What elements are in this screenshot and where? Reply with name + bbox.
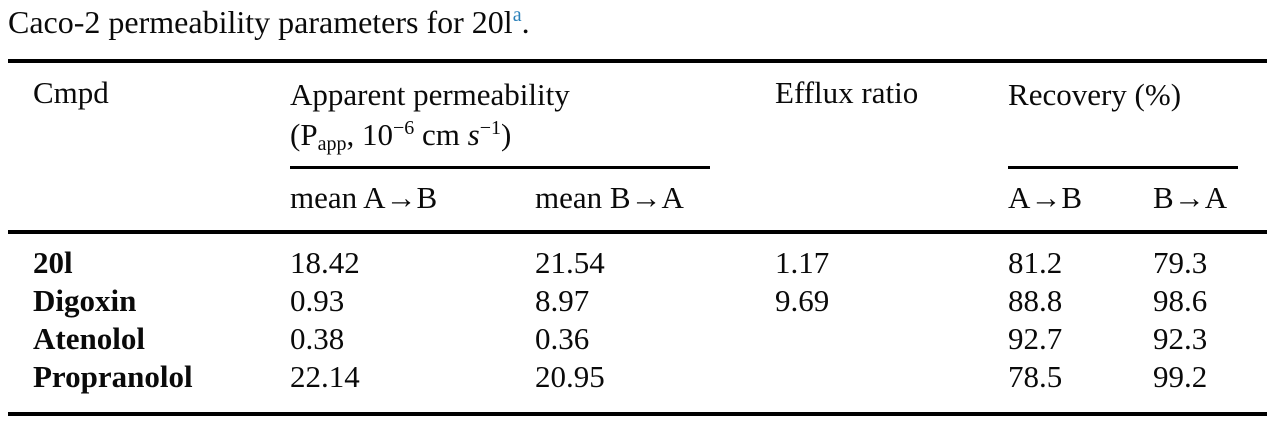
cell-recovery-a-to-b: 88.8: [1008, 283, 1063, 318]
apparent-permeability-spanner-rule: [290, 166, 711, 169]
col-header-mean-a-to-b: mean A→B: [290, 180, 438, 215]
cell-recovery-b-to-a: 79.3: [1153, 230, 1268, 282]
cell-cmpd: 20l: [8, 230, 290, 282]
papp-units-base: , 10: [346, 117, 393, 152]
papp-units-s: s: [467, 117, 480, 152]
cell-recovery-b-to-a: 92.3: [1153, 321, 1208, 356]
col-header-apparent-permeability: Apparent permeability (Papp, 10−6 cm s−1…: [290, 61, 775, 169]
cell-recovery-a-to-b: 81.2: [1008, 230, 1154, 282]
table-row: Atenolol 0.38 0.36 92.7 92.3: [8, 320, 1267, 358]
table-row: 20l 18.42 21.54 1.17 81.2 79.3: [8, 230, 1268, 282]
col-header-recovery-b-to-a: B→A: [1153, 180, 1228, 215]
cell-cmpd: Propranolol: [33, 359, 193, 394]
cell-recovery-a-to-b: 78.5: [1008, 359, 1063, 394]
apparent-permeability-label: Apparent permeability (Papp, 10−6 cm s−1…: [290, 75, 775, 155]
cell-papp-mean-b-to-a: 20.95: [535, 359, 605, 394]
col-header-recovery: Recovery (%): [1008, 61, 1267, 169]
col-header-cmpd: Cmpd: [33, 75, 109, 110]
col-header-efflux-ratio: Efflux ratio: [775, 75, 919, 110]
papp-units: (Papp, 10−6 cm s−1): [290, 117, 512, 155]
recovery-spanner-rule: [1008, 166, 1239, 169]
cell-papp-mean-a-to-b: 0.93: [290, 283, 345, 318]
papp-units-open: (P: [290, 117, 318, 152]
header-row-groups: Cmpd Apparent permeability (Papp, 10−6 c…: [8, 61, 1267, 169]
papp-subscript: app: [317, 133, 347, 155]
recovery-title: Recovery (%): [1008, 77, 1182, 112]
cell-recovery-a-to-b: 92.7: [1008, 321, 1063, 356]
papp-units-cm: cm: [414, 117, 468, 152]
cell-efflux-ratio: [775, 358, 1008, 414]
footnote-marker-a[interactable]: a: [512, 4, 522, 26]
cell-papp-mean-a-to-b: 0.38: [290, 321, 345, 356]
cell-papp-mean-b-to-a: 8.97: [535, 283, 590, 318]
col-header-recovery-a-to-b: A→B: [1008, 180, 1083, 215]
col-header-mean-b-to-a: mean B→A: [535, 180, 684, 215]
caco2-permeability-table: Cmpd Apparent permeability (Papp, 10−6 c…: [8, 59, 1268, 416]
cell-cmpd: Digoxin: [33, 283, 137, 318]
cell-recovery-b-to-a: 99.2: [1153, 359, 1208, 394]
table-caption-text: Caco-2 permeability parameters for 20l: [8, 4, 513, 40]
recovery-label: Recovery (%): [1008, 75, 1267, 115]
cell-efflux-ratio: [775, 320, 1008, 358]
papp-exponent-1: −6: [392, 117, 415, 139]
table-caption-period: .: [521, 4, 530, 40]
header-row-subcolumns: mean A→B mean B→A A→B B→A: [8, 169, 1267, 232]
papp-units-close: ): [500, 117, 512, 152]
table-caption: Caco-2 permeability parameters for 20la.: [8, 0, 530, 44]
cell-papp-mean-a-to-b: 18.42: [290, 230, 535, 282]
cell-papp-mean-a-to-b: 22.14: [290, 359, 360, 394]
cell-papp-mean-b-to-a: 21.54: [535, 230, 776, 282]
table-row: Propranolol 22.14 20.95 78.5 99.2: [8, 358, 1267, 414]
table-row: Digoxin 0.93 8.97 9.69 88.8 98.6: [8, 282, 1267, 320]
cell-efflux-ratio: 9.69: [775, 283, 830, 318]
cell-cmpd: Atenolol: [33, 321, 145, 356]
apparent-permeability-title: Apparent permeability: [290, 77, 570, 112]
papp-exponent-2: −1: [479, 117, 501, 139]
cell-papp-mean-b-to-a: 0.36: [535, 321, 590, 356]
cell-efflux-ratio: 1.17: [775, 230, 1009, 282]
cell-recovery-b-to-a: 98.6: [1153, 283, 1208, 318]
